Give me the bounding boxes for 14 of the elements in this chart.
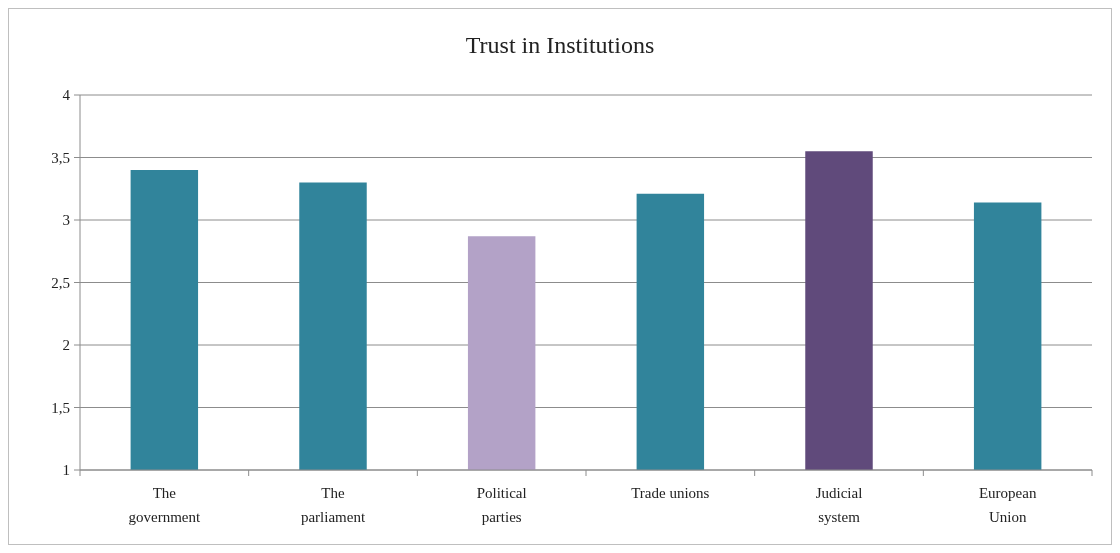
x-tick-label: Trade unions [631, 485, 710, 501]
y-tick-label: 4 [62, 87, 71, 104]
x-tick-label: The government [128, 485, 201, 525]
x-tick-label: Judicial system [815, 485, 863, 525]
y-tick-label: 1,5 [51, 399, 70, 416]
chart-title: Trust in Institutions [465, 32, 655, 58]
y-tick-label: 2,5 [51, 274, 70, 291]
y-tick-label: 3,5 [51, 149, 70, 166]
y-tick-label: 1 [62, 462, 70, 479]
y-tick-label: 3 [62, 212, 70, 229]
x-tick-label: European Union [978, 485, 1037, 525]
x-tick-label: Political parties [476, 485, 527, 525]
y-tick-label: 2 [62, 337, 70, 354]
x-tick-label: The parliament [300, 485, 366, 525]
